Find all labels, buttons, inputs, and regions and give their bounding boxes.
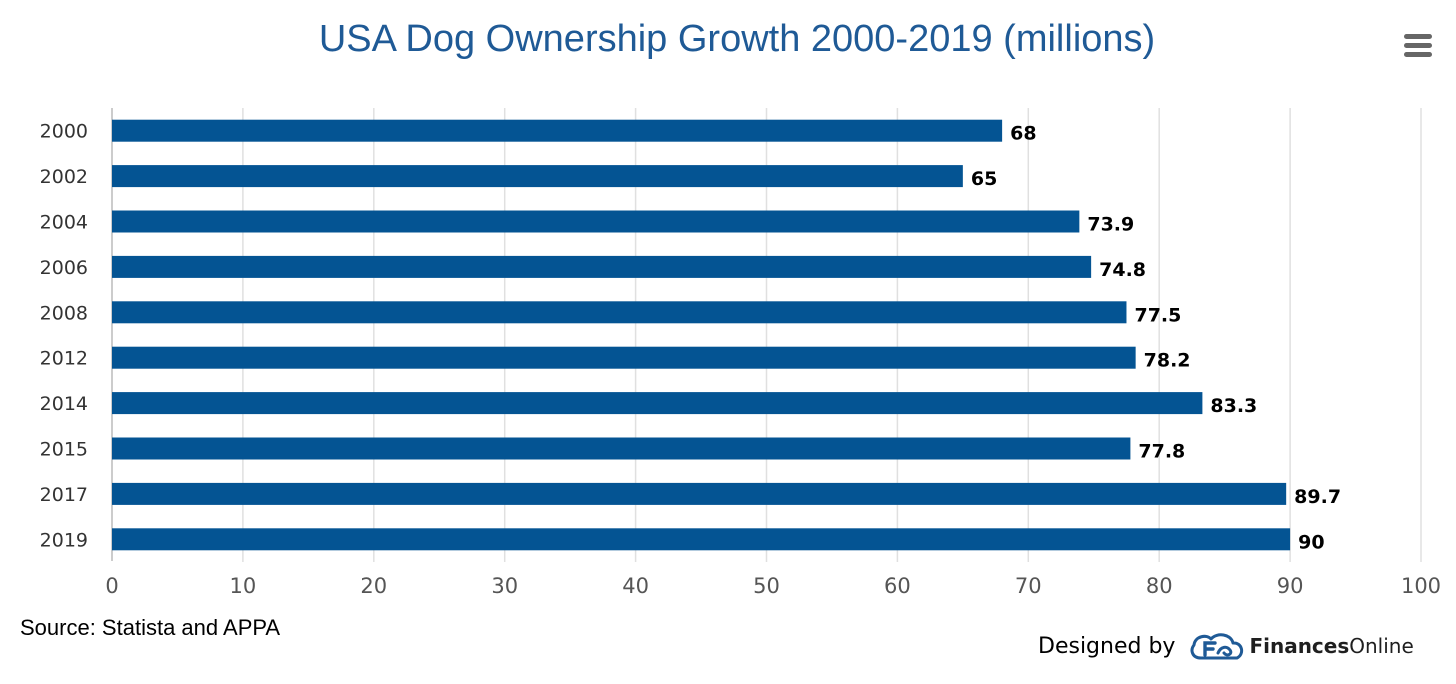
- category-label: 2017: [40, 484, 88, 506]
- brand-name: FinancesOnline: [1249, 634, 1413, 658]
- data-label: 77.5: [1134, 304, 1181, 326]
- data-label: 83.3: [1210, 395, 1257, 417]
- category-label: 2008: [40, 302, 88, 324]
- bar: [112, 437, 1131, 460]
- bar: [112, 210, 1080, 233]
- bar: [112, 528, 1291, 551]
- x-tick-label: 50: [753, 574, 780, 598]
- category-label: 2012: [40, 348, 88, 370]
- category-label: 2000: [40, 121, 88, 143]
- category-label: 2002: [40, 166, 88, 188]
- x-tick-label: 70: [1015, 574, 1042, 598]
- category-label: 2004: [40, 212, 88, 234]
- x-tick-label: 0: [105, 574, 118, 598]
- bar: [112, 346, 1136, 369]
- data-label: 78.2: [1144, 350, 1191, 372]
- data-label: 77.8: [1138, 441, 1185, 463]
- bar: [112, 119, 1003, 142]
- financesonline-logo-icon: [1191, 633, 1244, 660]
- bar-chart: 2000 2002 2004 2006 2008 2012 2014 2015 2017 2019…: [40, 108, 1441, 598]
- x-tick-label: 10: [230, 574, 257, 598]
- hamburger-menu-button[interactable]: [1404, 32, 1434, 60]
- category-label: 2015: [40, 439, 88, 461]
- x-tick-label: 30: [491, 574, 518, 598]
- data-label: 89.7: [1294, 486, 1341, 508]
- bar: [112, 165, 963, 188]
- x-tick-label: 40: [622, 574, 649, 598]
- data-label: 68: [1010, 123, 1036, 145]
- hamburger-menu-icon: [1404, 34, 1432, 39]
- bar: [112, 482, 1287, 505]
- credit-prefix: Designed by: [1038, 633, 1176, 659]
- data-label: 73.9: [1087, 214, 1134, 236]
- x-tick-label: 90: [1277, 574, 1304, 598]
- source-note: Source: Statista and APPA: [20, 615, 281, 640]
- x-tick-label: 80: [1146, 574, 1173, 598]
- data-label: 65: [971, 168, 997, 190]
- x-tick-label: 20: [360, 574, 387, 598]
- bar: [112, 392, 1203, 415]
- category-label: 2019: [40, 529, 88, 551]
- bar: [112, 255, 1092, 278]
- bar: [112, 301, 1127, 324]
- data-label: 74.8: [1099, 259, 1146, 281]
- data-label: 90: [1298, 531, 1324, 553]
- category-label: 2014: [40, 393, 88, 415]
- designer-credit: Designed by FinancesOnline: [1038, 626, 1414, 666]
- brand-name-bold: Finances: [1249, 634, 1350, 658]
- chart-title: USA Dog Ownership Growth 2000-2019 (mill…: [318, 18, 1156, 60]
- category-label: 2006: [40, 257, 88, 279]
- data-labels: 68 65 73.9 74.8 77.5 78.2 83.3 77.8 89.7 90: [971, 123, 1341, 554]
- x-axis-tick-labels: 0 10 20 30 40 50 60 70 80 90 100: [105, 574, 1441, 598]
- brand-name-regular: Online: [1349, 634, 1414, 658]
- x-tick-label: 100: [1401, 574, 1441, 598]
- x-tick-label: 60: [884, 574, 911, 598]
- category-labels: 2000 2002 2004 2006 2008 2012 2014 2015 2017 2019: [40, 121, 88, 552]
- bars: [112, 119, 1291, 551]
